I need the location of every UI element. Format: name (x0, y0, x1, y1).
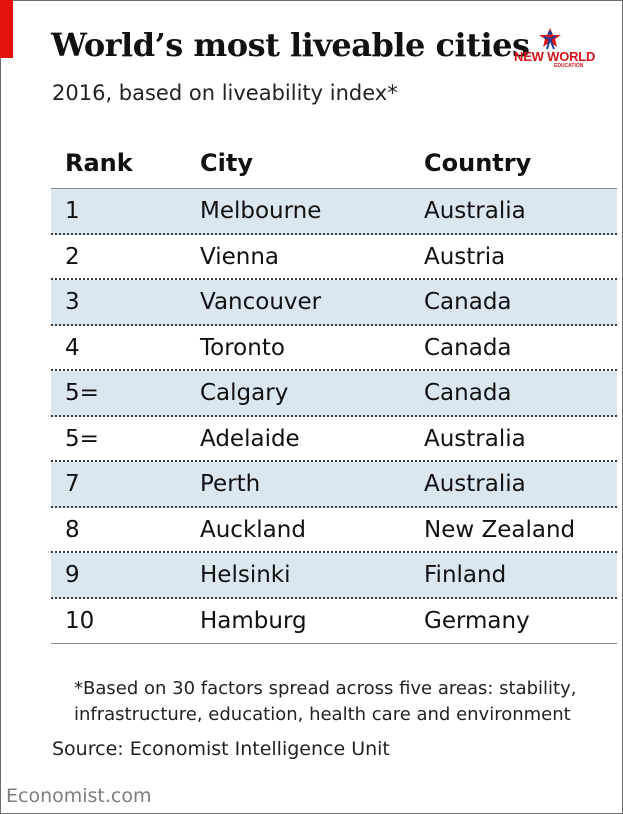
cell-country: Australia (424, 425, 526, 452)
table-header: Rank City Country (51, 142, 617, 189)
red-tag-accent (0, 0, 13, 58)
cell-rank: 8 (65, 516, 80, 543)
cell-rank: 4 (65, 334, 80, 361)
cell-rank: 7 (65, 471, 80, 497)
cell-city: Toronto (200, 334, 285, 361)
cell-city: Vienna (200, 243, 280, 270)
table-body: 1 Melbourne Australia 2 Vienna Austria 3 Vancou… (51, 189, 617, 644)
cell-city: Calgary (200, 380, 289, 406)
table-row: 10 Hamburg Germany (51, 599, 617, 644)
cell-rank: 5= (65, 380, 99, 406)
table-row: 3 Vancouver Canada (51, 280, 617, 326)
cell-country: Canada (424, 334, 512, 361)
cell-rank: 5= (65, 425, 99, 452)
logo-subtext: EDUCATION (554, 63, 584, 69)
table-row: 5= Calgary Canada (51, 371, 617, 417)
table-row: 8 Auckland New Zealand (51, 508, 617, 553)
chart-title: World’s most liveable cities (51, 26, 530, 64)
cell-rank: 9 (65, 562, 80, 588)
cell-country: Finland (424, 562, 507, 588)
footnote: *Based on 30 factors spread across five … (74, 676, 576, 728)
cell-country: Germany (424, 607, 530, 634)
economist-brand: Economist.com (6, 785, 152, 807)
cell-country: Canada (424, 380, 512, 406)
cell-country: Austria (424, 243, 506, 270)
cell-country: Canada (424, 289, 512, 315)
logo-wordmark: NEW WORLD (514, 49, 596, 64)
column-header-rank: Rank (65, 149, 133, 177)
new-world-education-logo: NEW WORLD EDUCATION (514, 27, 598, 71)
footnote-line-2: infrastructure, education, health care a… (74, 704, 571, 725)
source-note: Source: Economist Intelligence Unit (52, 738, 390, 760)
footnote-line-1: *Based on 30 factors spread across five … (74, 678, 577, 699)
cell-city: Adelaide (200, 425, 300, 452)
cell-rank: 10 (65, 607, 95, 634)
cell-rank: 2 (65, 243, 80, 270)
cell-country: Australia (424, 198, 526, 224)
chart-subtitle: 2016, based on liveability index* (52, 81, 398, 105)
liveable-cities-table: Rank City Country 1 Melbourne Australia 2 Vi… (51, 142, 617, 644)
cell-city: Auckland (200, 516, 306, 543)
cell-rank: 1 (65, 198, 80, 224)
cell-rank: 3 (65, 289, 80, 315)
cell-city: Helsinki (200, 562, 291, 588)
cell-city: Melbourne (200, 198, 322, 224)
cell-country: Australia (424, 471, 526, 497)
table-row: 5= Adelaide Australia (51, 417, 617, 462)
table-row: 9 Helsinki Finland (51, 553, 617, 599)
star-figure-icon (539, 28, 561, 50)
cell-city: Perth (200, 471, 261, 497)
table-row: 1 Melbourne Australia (51, 189, 617, 235)
table-row: 4 Toronto Canada (51, 326, 617, 371)
column-header-city: City (200, 149, 253, 177)
column-header-country: Country (424, 149, 532, 177)
cell-country: New Zealand (424, 516, 576, 543)
cell-city: Vancouver (200, 289, 322, 315)
table-row: 7 Perth Australia (51, 462, 617, 508)
cell-city: Hamburg (200, 607, 307, 634)
table-row: 2 Vienna Austria (51, 235, 617, 280)
